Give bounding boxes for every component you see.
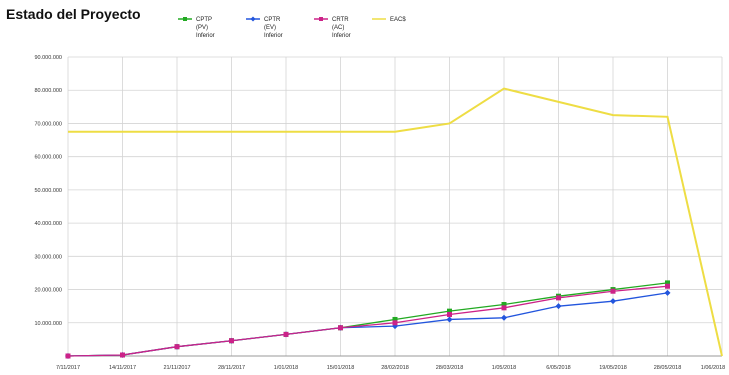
x-tick-label: 28/02/2018 [381, 365, 409, 371]
x-axis-ticks: 7/11/2017 14/11/2017 21/11/2017 28/11/2017 1… [56, 365, 725, 371]
legend-label: (EV) [264, 25, 276, 31]
x-tick-label: 28/11/2017 [218, 365, 245, 371]
data-point [229, 338, 234, 344]
y-tick-label: 40.000.000 [34, 221, 62, 227]
data-point [283, 331, 289, 337]
data-point [556, 295, 561, 301]
series-line [67, 282, 668, 357]
y-tick-label: 30.000.000 [34, 254, 62, 260]
chart-title: Estado del Proyecto [6, 6, 141, 22]
data-point [665, 283, 670, 289]
legend-label: CPTR [264, 17, 281, 23]
data-point [120, 352, 125, 358]
y-tick-label: 70.000.000 [34, 121, 62, 127]
legend-label: (AC) [332, 25, 344, 31]
y-tick-label: 90.000.000 [34, 55, 62, 61]
x-tick-label: 28/05/2018 [654, 365, 682, 371]
data-point [174, 344, 180, 350]
x-tick-label: 7/11/2017 [56, 365, 80, 371]
y-tick-label: 20.000.000 [34, 288, 62, 294]
data-point [501, 314, 507, 321]
legend-label: CRTR [332, 17, 349, 23]
data-point [447, 311, 452, 317]
chart-series [65, 87, 723, 359]
x-tick-label: 21/11/2017 [163, 365, 190, 371]
data-point [501, 302, 507, 308]
series-line [68, 87, 723, 357]
legend-marker [319, 17, 323, 21]
y-tick-label: 60.000.000 [34, 155, 62, 161]
x-tick-label: 1/05/2018 [492, 365, 516, 371]
data-point [610, 288, 616, 294]
data-point [392, 320, 398, 326]
data-point [447, 308, 452, 314]
data-point [555, 303, 562, 310]
x-tick-label: 14/11/2017 [109, 365, 136, 371]
x-tick-label: 1/01/2018 [274, 365, 298, 371]
x-tick-label: 28/03/2018 [436, 365, 464, 371]
data-point [664, 289, 671, 296]
data-point [65, 353, 71, 359]
legend-marker [250, 16, 256, 22]
legend-label: CPTP [196, 17, 212, 23]
chart-gridlines [67, 56, 723, 357]
data-point [501, 305, 507, 311]
x-tick-label: 19/05/2018 [599, 365, 627, 371]
legend-label: Inferior [264, 33, 283, 39]
legend-marker [183, 17, 187, 21]
x-tick-label: 1/06/2018 [701, 365, 725, 371]
legend-label: Inferior [196, 33, 215, 39]
series-line [67, 292, 668, 357]
series-line [67, 285, 668, 357]
legend-label: EAC$ [390, 17, 406, 23]
legend-label: (PV) [196, 25, 208, 31]
x-tick-label: 15/01/2018 [327, 365, 355, 371]
data-point [338, 325, 343, 331]
data-point [665, 280, 670, 286]
legend-label: Inferior [332, 33, 351, 39]
chart-legend: CPTP (PV) Inferior CPTR (EV) Inferior CRTR (AC)… [178, 16, 406, 39]
y-tick-label: 50.000.000 [34, 188, 62, 194]
y-tick-label: 80.000.000 [34, 88, 62, 94]
data-point [392, 316, 398, 322]
data-point [610, 298, 616, 305]
x-tick-label: 6/05/2018 [546, 365, 570, 371]
y-tick-label: 10.000.000 [34, 321, 62, 327]
y-axis-ticks: 10.000.000 20.000.000 30.000.000 40.000.000… [34, 55, 62, 327]
data-point [446, 316, 453, 323]
